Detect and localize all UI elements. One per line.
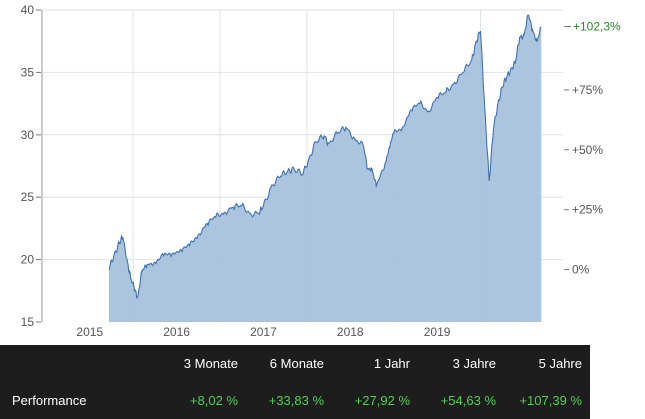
performance-value-row: Performance +8,02 % +33,83 % +27,92 % +5… (0, 382, 590, 419)
x-tick-label: 2015 (76, 325, 103, 339)
x-tick-label: 2016 (163, 325, 190, 339)
performance-value-1y: +27,92 % (354, 393, 410, 408)
performance-table: 3 Monate 6 Monate 1 Jahr 3 Jahre 5 Jahre… (0, 345, 590, 419)
performance-value-3m: +8,02 % (189, 393, 238, 408)
y-right-tick-label: +25% (572, 203, 603, 217)
current-value-label: +102,3% (573, 19, 621, 33)
current-value-marker: +102,3% (564, 19, 621, 33)
y-tick-label: 25 (21, 190, 35, 204)
y-right-tick-label: +75% (572, 83, 603, 97)
performance-value-6m: +33,83 % (268, 393, 324, 408)
x-tick-label: 2018 (337, 325, 364, 339)
performance-header-empty (0, 345, 160, 382)
series-area (108, 15, 542, 322)
y-tick-label: 20 (21, 253, 35, 267)
performance-row-label: Performance (12, 393, 87, 408)
y-right-tick-label: 0% (572, 263, 590, 277)
price-chart: 15 20 25 30 35 40 0% +25% +50% +75% 2015 2016 2017… (21, 3, 621, 339)
performance-header-1y: 1 Jahr (373, 356, 410, 371)
performance-header-6m: 6 Monate (269, 356, 324, 371)
performance-value-5y: +107,39 % (519, 393, 582, 408)
y-tick-label: 35 (21, 65, 35, 79)
x-tick-label: 2019 (424, 325, 451, 339)
y-axis-right: 0% +25% +50% +75% (564, 83, 603, 277)
y-axis-left: 15 20 25 30 35 40 (21, 3, 43, 329)
y-tick-label: 15 (21, 315, 35, 329)
y-tick-label: 40 (21, 3, 35, 17)
series-line (108, 14, 542, 299)
performance-header-3y: 3 Jahre (452, 356, 496, 371)
x-tick-label: 2017 (250, 325, 277, 339)
performance-header-5y: 5 Jahre (538, 356, 582, 371)
y-right-tick-label: +50% (572, 143, 603, 157)
performance-value-3y: +54,63 % (440, 393, 496, 408)
performance-header-3m: 3 Monate (183, 356, 238, 371)
y-tick-label: 30 (21, 128, 35, 142)
performance-header-row: 3 Monate 6 Monate 1 Jahr 3 Jahre 5 Jahre (0, 345, 590, 382)
x-axis: 2015 2016 2017 2018 2019 (76, 325, 450, 339)
